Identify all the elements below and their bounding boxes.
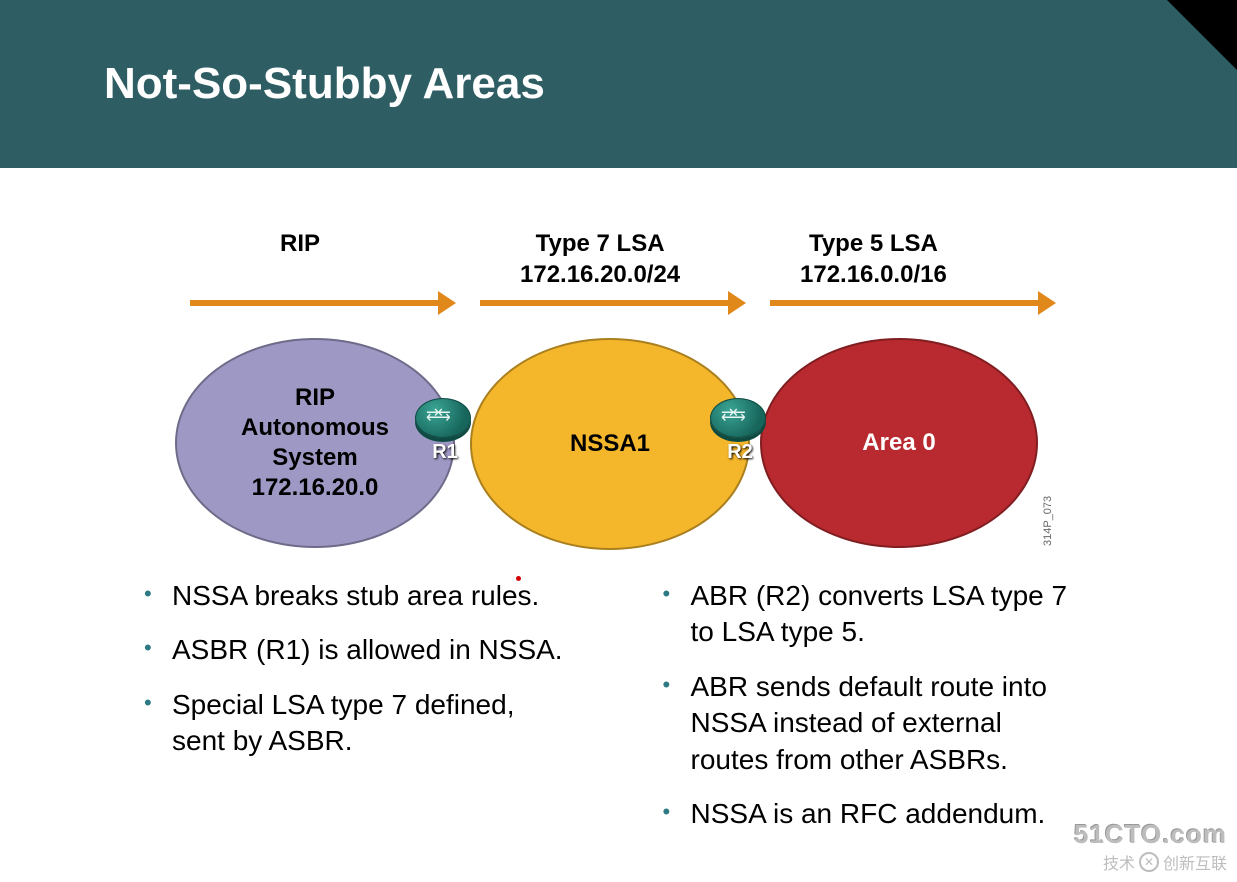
area-label: NSSA1 — [570, 429, 650, 459]
area-label: RIPAutonomousSystem172.16.20.0 — [241, 383, 389, 503]
router-label: R2 — [727, 441, 753, 464]
watermark-line1: 51CTO.com — [1074, 819, 1227, 850]
slide-title: Not-So-Stubby Areas — [104, 59, 545, 109]
bullet-item: Special LSA type 7 defined, sent by ASBR… — [170, 687, 569, 760]
arrow-label: RIP — [280, 228, 320, 259]
router-label: R1 — [432, 441, 458, 464]
slide-header: Not-So-Stubby Areas — [0, 0, 1237, 168]
bullet-item: ABR (R2) converts LSA type 7 to LSA type… — [689, 578, 1088, 651]
bullet-item: ASBR (R1) is allowed in NSSA. — [170, 632, 569, 668]
corner-accent — [1167, 0, 1237, 70]
bullet-item: NSSA is an RFC addendum. — [689, 796, 1088, 832]
flow-arrow — [770, 300, 1040, 306]
router-arrows-icon: ⇄⇆ — [721, 405, 744, 425]
bullet-item: NSSA breaks stub area rules. — [170, 578, 569, 614]
bullet-list-left: NSSA breaks stub area rules. ASBR (R1) is… — [170, 578, 569, 850]
watermark: 51CTO.com 技术 ✕ 创新互联 — [1074, 819, 1227, 874]
watermark-line2: 技术 ✕ 创新互联 — [1074, 850, 1227, 874]
bullet-item: ABR sends default route into NSSA instea… — [689, 669, 1088, 778]
router-icon: ⇄⇆ R1 — [415, 398, 475, 458]
area-ellipse: NSSA1 — [470, 338, 750, 550]
router-body: ⇄⇆ — [415, 398, 471, 438]
flow-arrow — [190, 300, 440, 306]
area-ellipse: Area 0 — [760, 338, 1038, 548]
arrow-label: Type 5 LSA172.16.0.0/16 — [800, 228, 947, 290]
arrow-label: Type 7 LSA172.16.20.0/24 — [520, 228, 680, 290]
bullet-columns: NSSA breaks stub area rules. ASBR (R1) is… — [0, 578, 1237, 850]
area-label: Area 0 — [862, 428, 935, 458]
watermark-icon: ✕ — [1139, 852, 1159, 872]
router-icon: ⇄⇆ R2 — [710, 398, 770, 458]
bullet-list-right: ABR (R2) converts LSA type 7 to LSA type… — [689, 578, 1088, 850]
router-arrows-icon: ⇄⇆ — [426, 405, 449, 425]
router-body: ⇄⇆ — [710, 398, 766, 438]
flow-arrow — [480, 300, 730, 306]
network-diagram: 314P_073 RIP Type 7 LSA172.16.20.0/24 Type… — [0, 168, 1237, 578]
area-ellipse: RIPAutonomousSystem172.16.20.0 — [175, 338, 455, 548]
figure-reference: 314P_073 — [1042, 496, 1054, 546]
